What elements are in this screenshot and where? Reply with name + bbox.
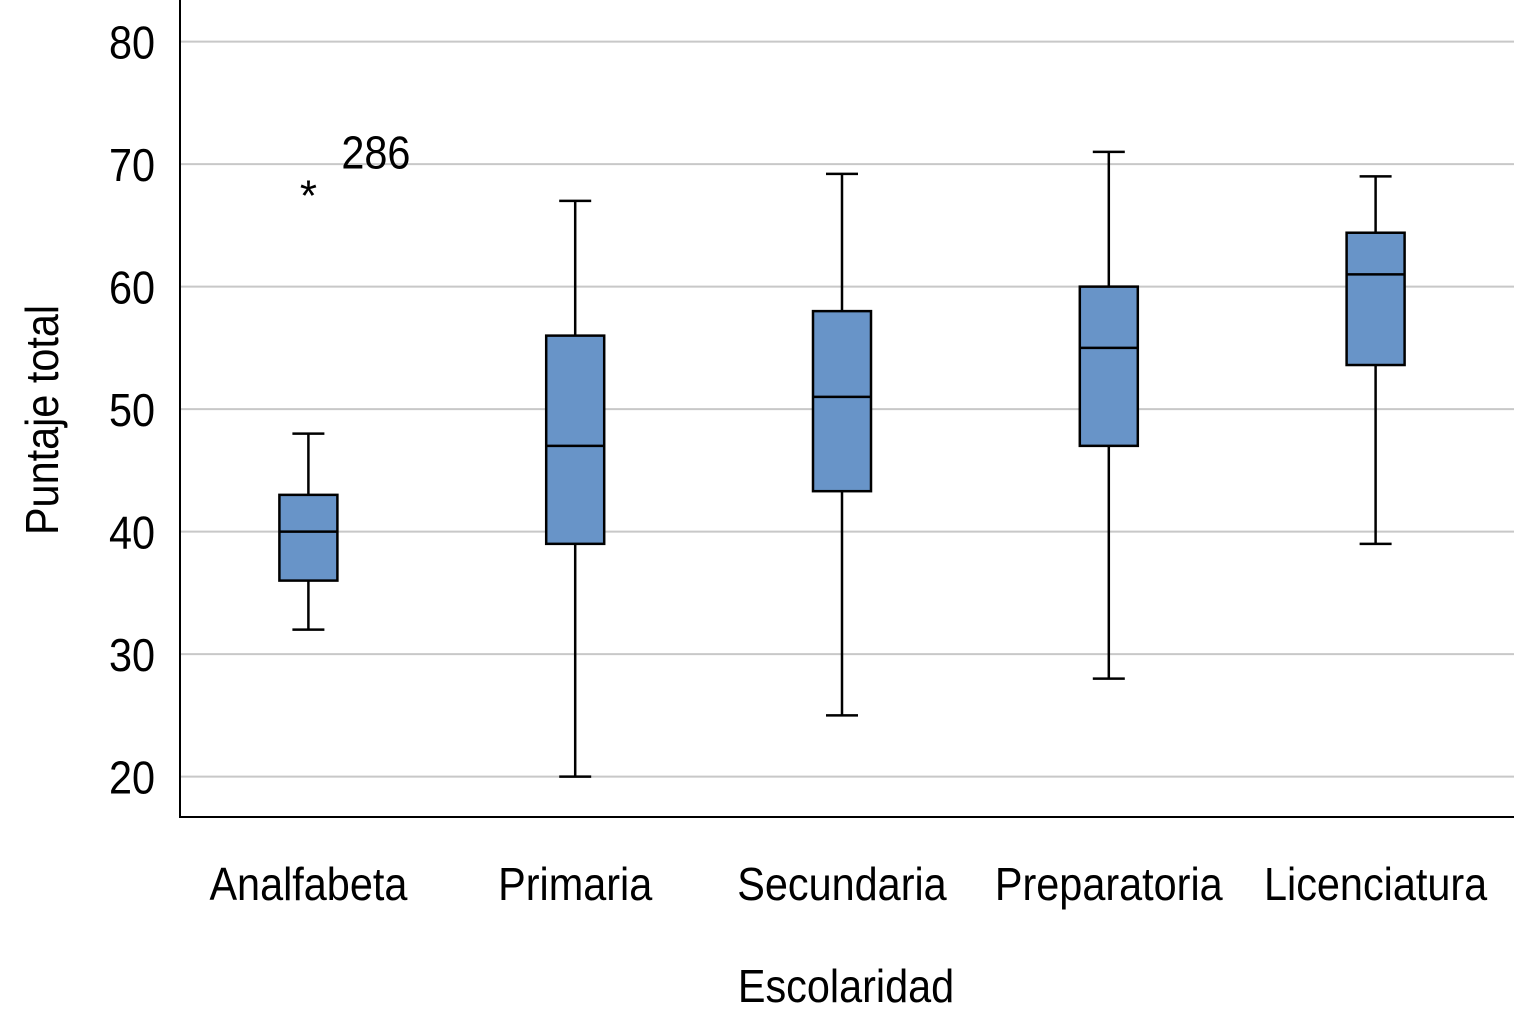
y-tick-label: 80 xyxy=(109,18,155,70)
y-tick-label: 20 xyxy=(109,753,155,805)
x-tick-label: Licenciatura xyxy=(1264,859,1488,911)
box-iqr xyxy=(811,309,873,493)
box-iqr xyxy=(278,493,339,582)
y-axis-title: Puntaje total xyxy=(17,305,69,535)
x-axis-title: Escolaridad xyxy=(738,961,954,1013)
y-tick-label: 30 xyxy=(109,630,155,682)
x-tick-label: Analfabeta xyxy=(209,859,408,911)
boxes: * 286 xyxy=(278,128,1406,778)
y-tick-label: 70 xyxy=(109,140,155,192)
y-tick-label: 60 xyxy=(109,263,155,315)
outlier-marker: * xyxy=(300,172,317,221)
x-tick-label: Preparatoria xyxy=(995,859,1223,911)
box-iqr xyxy=(1345,231,1406,367)
x-tick-labels: Analfabeta Primaria Secundaria Preparatoria… xyxy=(209,859,1487,911)
gridlines xyxy=(180,40,1514,778)
x-tick-label: Secundaria xyxy=(737,859,947,911)
outlier-label: 286 xyxy=(341,128,410,180)
y-tick-label: 40 xyxy=(109,508,155,560)
box-iqr xyxy=(544,334,606,546)
y-tick-labels: 20 30 40 50 60 70 80 xyxy=(109,18,155,804)
box-iqr xyxy=(1078,285,1140,448)
x-tick-label: Primaria xyxy=(498,859,653,911)
y-tick-label: 50 xyxy=(109,385,155,437)
